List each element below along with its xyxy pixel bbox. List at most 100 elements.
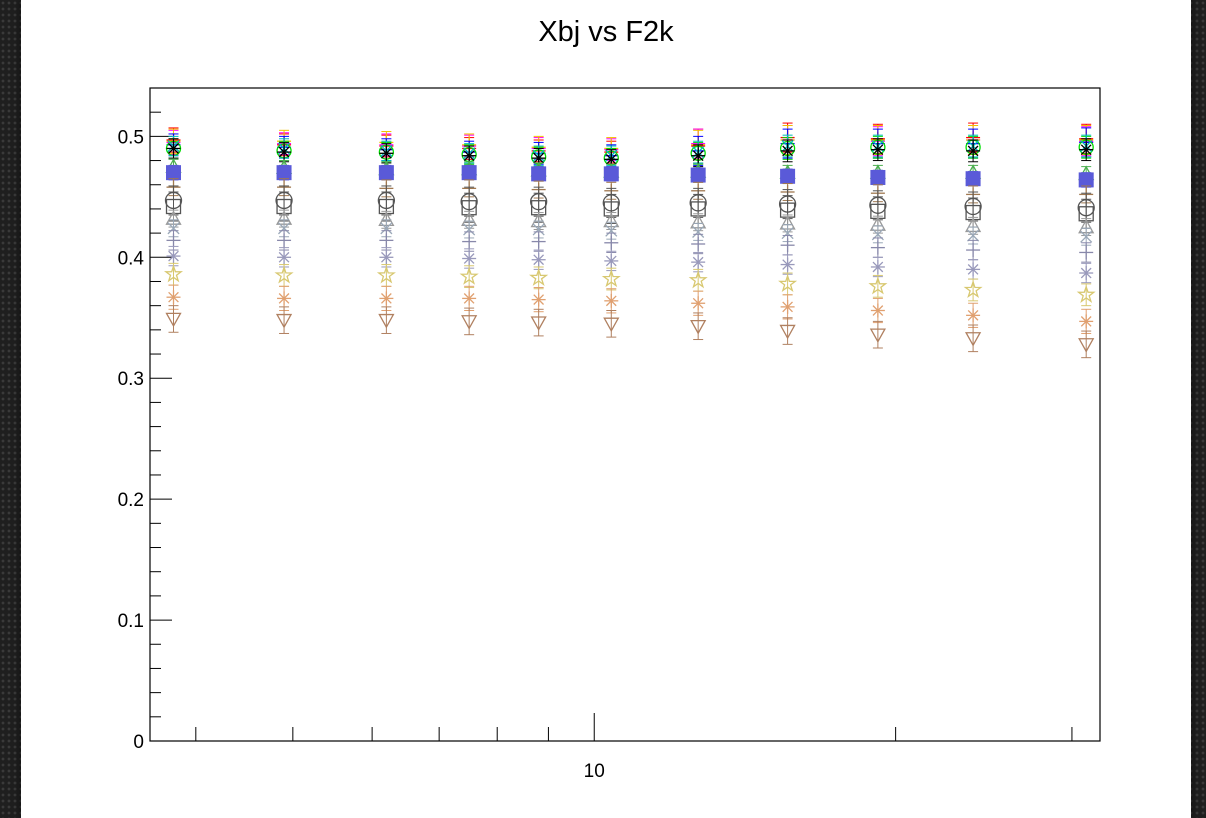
- data-point: [965, 171, 981, 187]
- data-point: [691, 296, 706, 311]
- data-point: [1080, 230, 1093, 243]
- data-point: [462, 251, 477, 266]
- data-point: [868, 276, 888, 295]
- data-point: [870, 169, 886, 185]
- x-tick-label: 10: [584, 761, 605, 782]
- data-point: [379, 233, 394, 248]
- data-point: [531, 151, 546, 166]
- series-7: [165, 158, 1095, 182]
- data-point: [376, 265, 396, 284]
- data-point: [691, 255, 706, 270]
- data-point: [691, 148, 706, 163]
- data-point: [688, 270, 708, 289]
- data-point: [604, 235, 619, 250]
- data-point: [276, 165, 292, 181]
- data-point: [530, 316, 547, 331]
- series-18: [165, 305, 1095, 359]
- data-point: [603, 166, 619, 182]
- data-point: [780, 168, 796, 184]
- data-point: [780, 143, 795, 158]
- data-point: [690, 167, 706, 183]
- data-point: [870, 240, 885, 255]
- data-point: [966, 143, 981, 158]
- data-point: [966, 262, 981, 277]
- data-point: [870, 303, 885, 318]
- series-8: [166, 164, 1094, 188]
- data-point: [166, 165, 182, 181]
- data-point: [462, 148, 477, 163]
- data-point: [964, 332, 982, 347]
- data-point: [459, 266, 479, 285]
- data-point: [277, 233, 292, 248]
- data-point: [166, 290, 181, 305]
- data-point: [532, 223, 545, 236]
- data-point: [780, 238, 795, 253]
- data-point: [1079, 314, 1094, 329]
- data-point: [378, 165, 394, 181]
- data-point: [780, 257, 795, 272]
- series-5: [167, 134, 1093, 166]
- data-point: [690, 319, 707, 335]
- data-point: [779, 324, 796, 340]
- y-tick-label: 0.4: [118, 248, 145, 269]
- data-point: [529, 267, 549, 286]
- series-1: [166, 124, 1094, 162]
- data-point: [167, 222, 180, 235]
- data-point: [603, 317, 620, 333]
- y-tick-label: 0.3: [118, 369, 144, 390]
- series-3: [166, 127, 1094, 168]
- y-tick-label: 0: [133, 732, 144, 753]
- series-17: [166, 284, 1094, 334]
- series-4: [165, 135, 1094, 169]
- data-point: [379, 291, 394, 306]
- data-point: [380, 222, 393, 235]
- data-point: [462, 291, 477, 306]
- series-15: [166, 245, 1094, 284]
- data-point: [870, 142, 885, 157]
- data-point: [605, 224, 618, 237]
- series-12: [165, 209, 1095, 237]
- data-point: [1078, 338, 1095, 353]
- series-0: [166, 122, 1094, 164]
- data-point: [531, 234, 546, 249]
- series-14: [166, 230, 1094, 263]
- series-13: [167, 219, 1093, 246]
- data-point: [967, 229, 980, 242]
- data-point: [781, 227, 794, 240]
- data-point: [778, 273, 798, 293]
- y-tick-label: 0.5: [118, 127, 144, 148]
- data-point: [691, 236, 706, 251]
- axes: 0 0.1 0.2 0.3 0.4 0.5 10: [118, 87, 1101, 782]
- data-point: [166, 233, 181, 248]
- series-6: [166, 138, 1094, 170]
- series-16: [163, 262, 1096, 307]
- data-point: [275, 313, 293, 329]
- plot-frame: [149, 87, 1101, 742]
- data-point: [463, 223, 476, 236]
- data-point: [531, 292, 546, 307]
- data-point: [604, 293, 619, 308]
- series-2: [166, 124, 1094, 160]
- series-10: [164, 185, 1095, 223]
- data-point: [1079, 266, 1094, 281]
- data-point: [378, 313, 395, 329]
- data-point: [277, 250, 292, 265]
- scatter-plot: 0 0.1 0.2 0.3 0.4 0.5 10: [118, 87, 1101, 782]
- data-point: [1079, 245, 1094, 260]
- data-point: [869, 328, 886, 344]
- chart-title: Xbj vs F2k: [538, 16, 674, 48]
- data-point: [274, 265, 294, 284]
- data-point: [966, 243, 981, 258]
- data-point: [379, 250, 394, 265]
- data-point: [692, 225, 705, 238]
- data-point: [462, 234, 477, 249]
- data-point: [604, 253, 619, 268]
- data-point: [461, 315, 478, 330]
- data-point: [166, 249, 181, 264]
- data-point: [461, 165, 477, 181]
- data-point: [277, 145, 292, 160]
- data-point: [963, 279, 983, 299]
- data-point: [277, 291, 292, 306]
- data-point: [1078, 172, 1094, 188]
- series-11: [165, 191, 1094, 229]
